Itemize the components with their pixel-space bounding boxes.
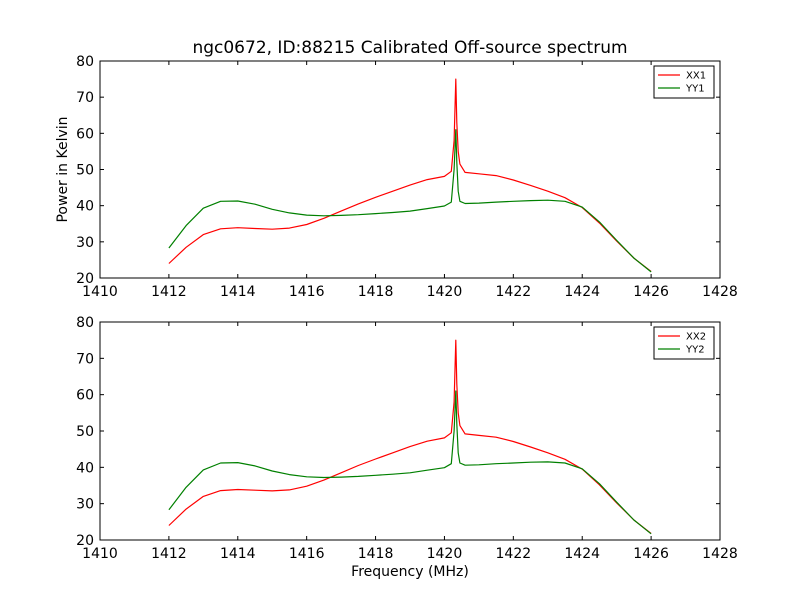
bottom-panel: 1410 1412 1414 1416 1418 1420 1422 1424 1426 1428… [76,315,738,580]
x-tick-label: 1426 [633,284,669,300]
legend-label-xx2: XX2 [686,332,706,343]
x-tick-label: 1412 [151,546,187,562]
legend-box [653,326,715,360]
series-line-yy2 [168,390,652,535]
x-tick-label: 1424 [564,546,600,562]
y-tick-label: 80 [76,54,94,70]
y-tick-label: 20 [76,271,94,287]
x-tick-label: 1428 [702,546,738,562]
y-tick-label: 70 [76,90,94,106]
x-tick-label: 1428 [702,284,738,300]
x-tick-label: 1416 [289,546,325,562]
y-tick-label: 70 [76,351,94,367]
legend-label-yy1: YY1 [685,84,705,95]
y-tick-label: 40 [76,460,94,476]
x-tick-label: 1418 [358,546,394,562]
series-line-xx2 [168,339,652,534]
x-tick-label: 1422 [496,546,532,562]
x-tick-label: 1420 [427,284,463,300]
x-tick-label: 1426 [633,546,669,562]
x-tick-label: 1414 [220,284,256,300]
series-line-xx1 [168,78,652,272]
x-tick-label: 1418 [358,284,394,300]
x-axis-label: Frequency (MHz) [351,564,469,580]
x-tick-label: 1410 [82,284,118,300]
y-axis-label: Power in Kelvin [55,116,71,222]
x-tick-label: 1424 [564,284,600,300]
y-tick-label: 20 [76,533,94,549]
series-line-yy1 [168,129,652,273]
x-tick-label: 1416 [289,284,325,300]
y-tick-label: 60 [76,388,94,404]
y-tick-label: 30 [76,235,94,251]
legend-label-xx1: XX1 [686,71,706,82]
top-panel: 1410 1412 1414 1416 1418 1420 1422 1424 1426 1428… [55,54,738,300]
y-tick-label: 40 [76,199,94,215]
legend-label-yy2: YY2 [685,345,705,356]
x-tick-label: 1412 [151,284,187,300]
legend-box [653,65,715,99]
y-tick-label: 80 [76,315,94,331]
y-tick-label: 30 [76,497,94,513]
x-tick-label: 1422 [496,284,532,300]
x-tick-label: 1414 [220,546,256,562]
y-tick-label: 50 [76,163,94,179]
x-tick-label: 1420 [427,546,463,562]
y-tick-label: 60 [76,126,94,142]
y-tick-label: 50 [76,424,94,440]
chart-title: ngc0672, ID:88215 Calibrated Off-source … [192,38,627,58]
x-tick-label: 1410 [82,546,118,562]
